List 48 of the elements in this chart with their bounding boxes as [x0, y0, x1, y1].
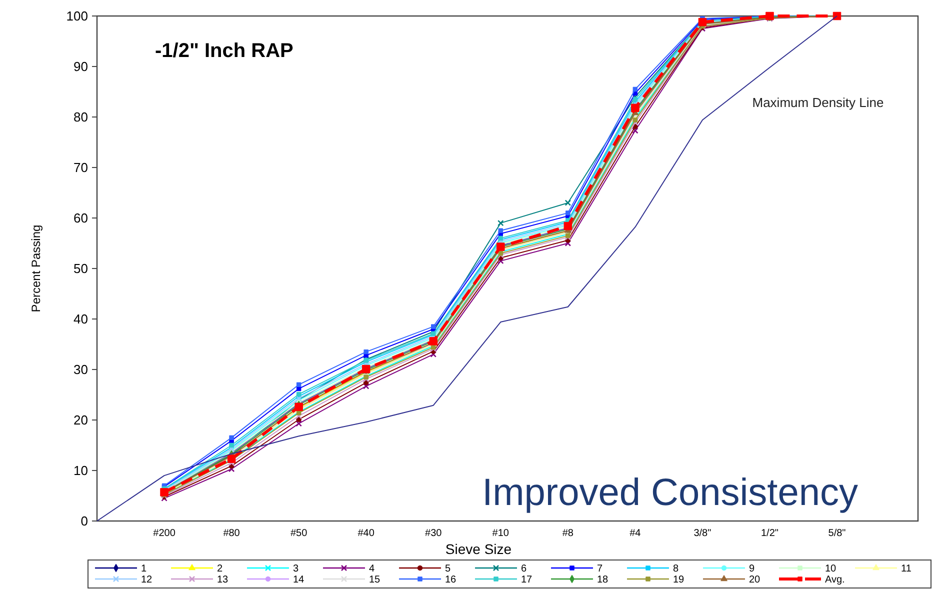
legend-label: 7	[597, 564, 603, 574]
legend-label: 13	[217, 574, 229, 586]
legend-label: 3	[293, 564, 299, 574]
y-tick-label: 30	[74, 362, 88, 378]
y-axis-title: Percent Passing	[29, 224, 43, 312]
y-tick-label: 40	[74, 312, 88, 327]
legend-label: 11	[901, 564, 912, 574]
x-tick-label: #40	[358, 528, 375, 539]
x-tick-label: #50	[290, 528, 308, 539]
legend-label: 14	[293, 574, 305, 586]
x-tick-label: #8	[562, 528, 574, 539]
y-tick-label: 60	[74, 210, 88, 226]
y-tick-label: 20	[74, 412, 88, 428]
legend-label: 8	[673, 564, 679, 574]
legend-label: 17	[521, 574, 533, 586]
legend-label: 5	[445, 564, 451, 574]
legend-label: 18	[597, 574, 609, 586]
x-tick-label: 5/8"	[828, 528, 846, 539]
y-tick-label: 90	[74, 59, 88, 74]
y-tick-label: 100	[66, 8, 88, 24]
x-tick-label: 3/8"	[694, 528, 712, 539]
x-tick-label: #200	[153, 528, 176, 539]
annotation: Improved Consistency	[482, 472, 858, 514]
legend-label: 4	[369, 564, 375, 574]
x-tick-label: 1/2"	[761, 528, 779, 539]
legend-label: 15	[369, 574, 381, 586]
y-tick-label: 0	[80, 514, 88, 529]
legend-label: 6	[521, 564, 527, 574]
x-tick-label: #10	[492, 528, 510, 539]
legend-label: 1	[141, 564, 147, 574]
legend-label: 9	[749, 564, 755, 574]
x-axis-title: Sieve Size	[445, 541, 512, 557]
legend-label: 20	[749, 574, 761, 586]
legend-label: 2	[217, 564, 223, 574]
x-tick-label: #80	[223, 528, 240, 539]
legend-label: 10	[825, 564, 837, 574]
y-tick-label: 70	[74, 160, 88, 176]
legend-label: Avg.	[825, 574, 845, 586]
x-tick-label: #4	[630, 528, 642, 539]
y-tick-label: 80	[74, 110, 88, 125]
y-tick-label: 10	[74, 463, 88, 478]
x-tick-label: #30	[425, 528, 442, 539]
legend-label: 19	[673, 574, 685, 586]
annotation: Maximum Density Line	[752, 95, 884, 110]
y-tick-label: 50	[74, 261, 88, 276]
legend-label: 16	[445, 574, 457, 586]
legend-label: 12	[141, 574, 153, 586]
text: -1/2" Inch RAP	[155, 40, 294, 62]
